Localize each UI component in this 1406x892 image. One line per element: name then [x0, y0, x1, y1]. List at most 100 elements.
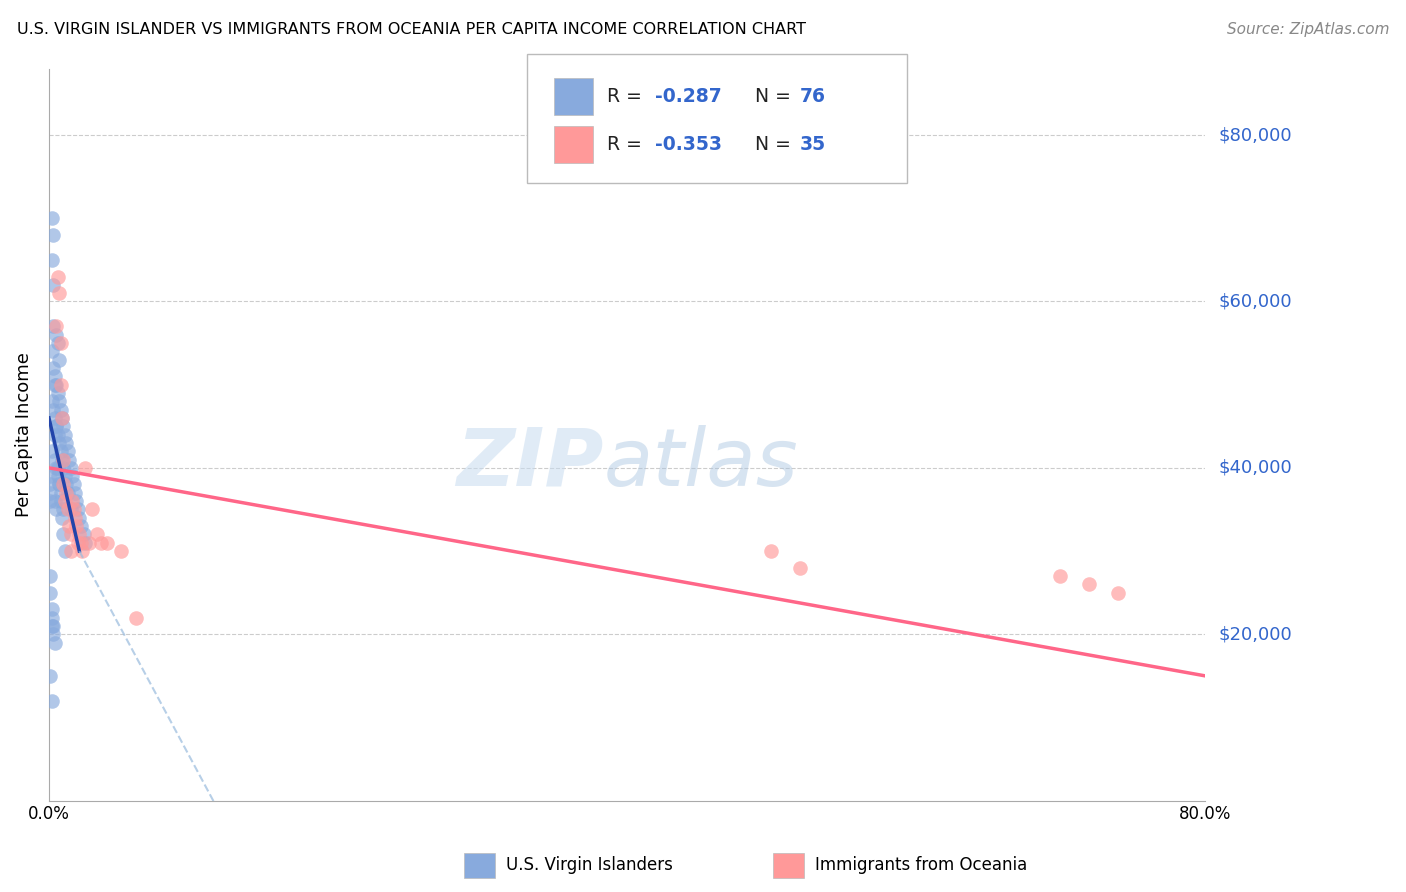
Point	[42, 619, 65, 633]
Point	[67, 527, 90, 541]
Point	[63, 485, 86, 500]
Point	[51, 510, 73, 524]
Point	[52, 452, 75, 467]
Point	[46, 427, 69, 442]
Point	[45, 327, 67, 342]
Point	[45, 419, 67, 434]
Point	[42, 361, 65, 376]
Point	[51, 452, 73, 467]
Point	[45, 319, 67, 334]
Point	[53, 544, 76, 558]
Point	[75, 460, 97, 475]
Point	[49, 494, 72, 508]
Text: R =: R =	[607, 87, 648, 106]
Point	[1049, 569, 1071, 583]
Point	[45, 419, 67, 434]
Point	[52, 477, 75, 491]
Point	[53, 469, 76, 483]
Point	[55, 485, 77, 500]
Point	[65, 519, 87, 533]
Point	[45, 377, 67, 392]
Point	[56, 502, 79, 516]
Point	[90, 535, 112, 549]
Point	[124, 610, 146, 624]
Text: Immigrants from Oceania: Immigrants from Oceania	[815, 856, 1028, 874]
Point	[42, 402, 65, 417]
Point	[70, 544, 93, 558]
Point	[56, 444, 79, 458]
Point	[59, 544, 82, 558]
Point	[42, 277, 65, 292]
Text: Source: ZipAtlas.com: Source: ZipAtlas.com	[1226, 22, 1389, 37]
Point	[55, 477, 77, 491]
Point	[59, 502, 82, 516]
Point	[42, 319, 65, 334]
Point	[46, 269, 69, 284]
Text: $20,000: $20,000	[1219, 625, 1292, 643]
Point	[46, 336, 69, 351]
Point	[56, 485, 79, 500]
Text: $40,000: $40,000	[1219, 458, 1292, 477]
Point	[53, 494, 76, 508]
Point	[48, 286, 70, 301]
Point	[48, 477, 70, 491]
Point	[49, 377, 72, 392]
Point	[86, 527, 108, 541]
Point	[761, 544, 783, 558]
Point	[49, 336, 72, 351]
Text: N =: N =	[737, 87, 797, 106]
Point	[41, 619, 63, 633]
Point	[48, 394, 70, 409]
Point	[1107, 585, 1129, 599]
Point	[60, 494, 83, 508]
Point	[41, 394, 63, 409]
Point	[39, 569, 62, 583]
Point	[49, 444, 72, 458]
Point	[41, 610, 63, 624]
Point	[42, 627, 65, 641]
Point	[53, 427, 76, 442]
Point	[44, 635, 66, 649]
Point	[1078, 577, 1101, 591]
Point	[41, 602, 63, 616]
Point	[82, 502, 104, 516]
Text: R =: R =	[607, 136, 648, 154]
Point	[75, 535, 97, 549]
Point	[65, 494, 87, 508]
Point	[44, 427, 66, 442]
Point	[55, 436, 77, 450]
Point	[39, 585, 62, 599]
Point	[41, 444, 63, 458]
Text: U.S. VIRGIN ISLANDER VS IMMIGRANTS FROM OCEANIA PER CAPITA INCOME CORRELATION CH: U.S. VIRGIN ISLANDER VS IMMIGRANTS FROM …	[17, 22, 806, 37]
Point	[45, 502, 67, 516]
Point	[48, 477, 70, 491]
Point	[41, 252, 63, 267]
Point	[66, 502, 89, 516]
Point	[59, 527, 82, 541]
Point	[52, 527, 75, 541]
Text: N =: N =	[737, 136, 797, 154]
Point	[110, 544, 132, 558]
Point	[46, 386, 69, 401]
Point	[79, 535, 101, 549]
Point	[48, 436, 70, 450]
Point	[52, 460, 75, 475]
Point	[46, 460, 69, 475]
Point	[67, 510, 90, 524]
Point	[52, 502, 75, 516]
Text: atlas: atlas	[603, 425, 799, 503]
Point	[59, 460, 82, 475]
Point	[60, 469, 83, 483]
Point	[45, 460, 67, 475]
Point	[789, 560, 811, 574]
Point	[66, 535, 89, 549]
Text: 35: 35	[800, 136, 827, 154]
Point	[58, 452, 80, 467]
Point	[39, 494, 62, 508]
Point	[49, 485, 72, 500]
Point	[44, 452, 66, 467]
Point	[41, 344, 63, 359]
Y-axis label: Per Capita Income: Per Capita Income	[15, 352, 32, 517]
Text: ZIP: ZIP	[457, 425, 603, 503]
Point	[44, 411, 66, 425]
